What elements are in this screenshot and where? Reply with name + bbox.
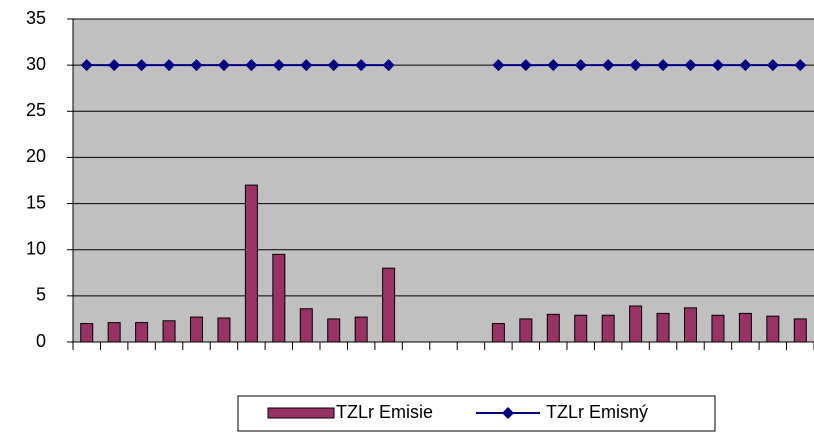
bar xyxy=(629,305,643,343)
bar xyxy=(135,322,149,343)
bar xyxy=(327,318,341,343)
plot-area xyxy=(73,19,814,342)
marker xyxy=(657,59,670,72)
bar xyxy=(793,318,807,343)
bar xyxy=(107,322,121,343)
marker xyxy=(711,59,724,72)
bar xyxy=(162,320,176,343)
bar xyxy=(217,317,231,343)
marker xyxy=(684,59,697,72)
bar xyxy=(601,314,615,343)
y-tick-label: 20 xyxy=(26,146,46,166)
bar xyxy=(711,314,725,343)
bar xyxy=(684,307,697,343)
bar xyxy=(656,312,670,343)
marker xyxy=(108,59,121,72)
bar xyxy=(382,267,396,343)
marker xyxy=(739,59,752,72)
marker xyxy=(135,59,148,72)
y-tick-label: 15 xyxy=(26,192,46,212)
marker xyxy=(190,59,203,72)
y-tick-label: 0 xyxy=(36,331,46,351)
marker xyxy=(574,59,587,72)
marker xyxy=(245,59,258,72)
bar xyxy=(519,318,533,343)
legend-swatch xyxy=(267,407,335,419)
y-tick-label: 35 xyxy=(26,8,46,28)
marker xyxy=(163,59,176,72)
bar xyxy=(491,323,505,343)
bar xyxy=(190,316,203,343)
legend-label: TZLr Emisie xyxy=(336,402,433,422)
marker xyxy=(766,59,779,72)
marker xyxy=(272,59,285,72)
y-tick-label: 10 xyxy=(26,238,46,258)
y-tick-label: 5 xyxy=(36,285,46,305)
marker xyxy=(300,59,313,72)
marker xyxy=(355,59,368,72)
bar xyxy=(354,316,368,343)
marker xyxy=(382,59,395,72)
bar xyxy=(738,312,752,343)
marker xyxy=(794,59,807,72)
marker xyxy=(629,59,642,72)
bar xyxy=(574,314,588,343)
marker xyxy=(217,59,230,72)
bar xyxy=(244,184,258,343)
bar xyxy=(766,315,780,343)
y-tick-label: 25 xyxy=(26,100,46,120)
legend-label: TZLr Emisný xyxy=(546,402,648,422)
marker xyxy=(602,59,615,72)
marker xyxy=(547,59,560,72)
marker xyxy=(519,59,532,72)
bar xyxy=(546,313,560,343)
legend-marker xyxy=(502,407,514,419)
y-tick-label: 30 xyxy=(26,54,46,74)
marker xyxy=(492,59,505,72)
bar xyxy=(80,323,94,343)
marker xyxy=(80,59,93,72)
bar xyxy=(299,308,313,343)
bar xyxy=(272,253,286,343)
marker xyxy=(327,59,340,72)
